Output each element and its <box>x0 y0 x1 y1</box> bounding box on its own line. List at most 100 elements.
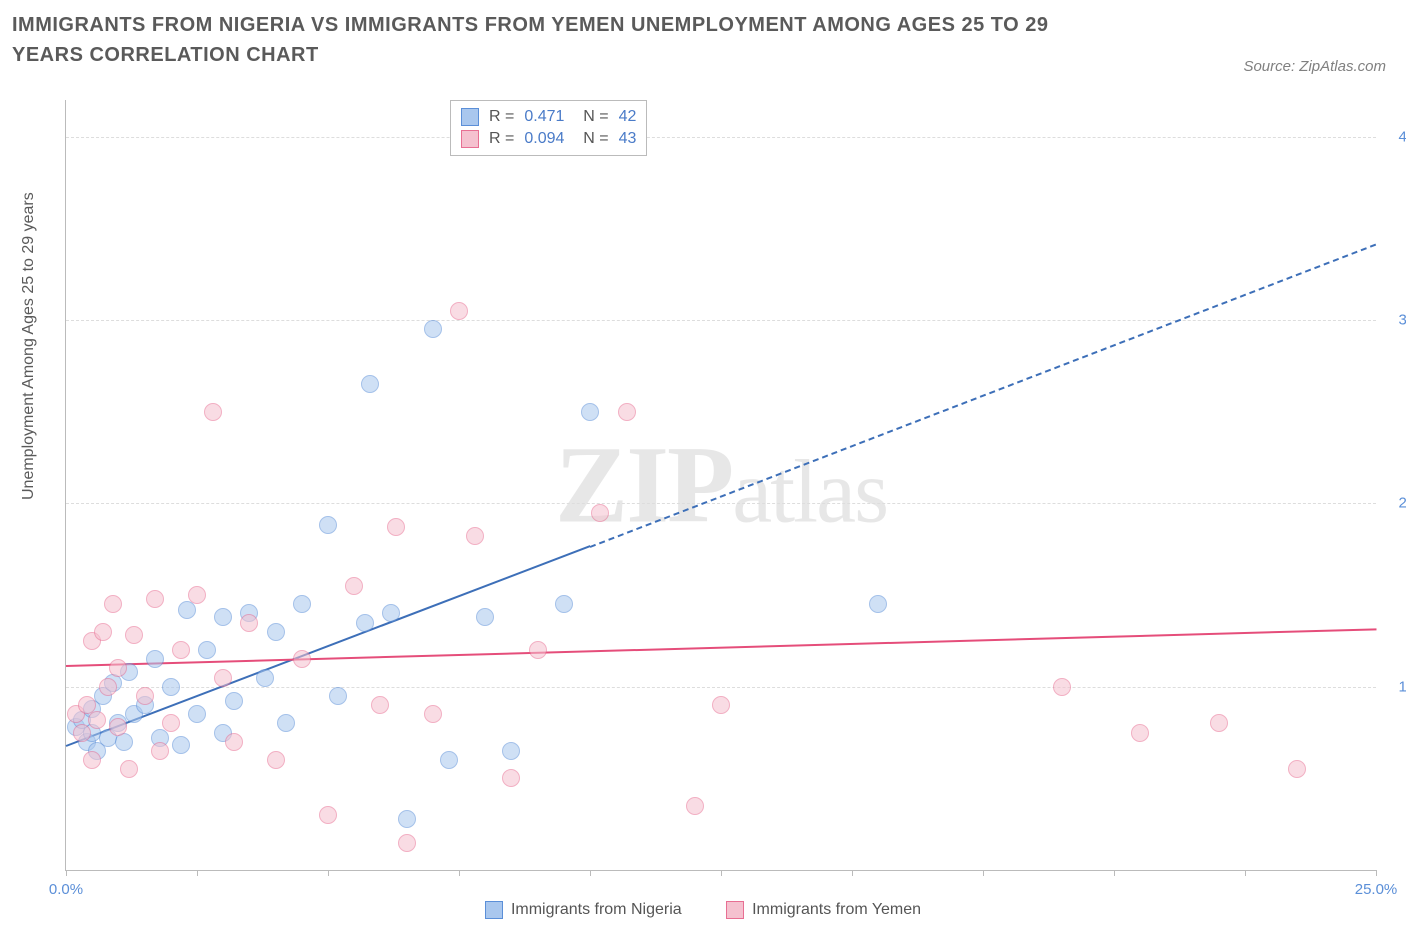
n-label: N = <box>574 108 608 126</box>
data-point <box>329 687 347 705</box>
gridline-horizontal <box>66 137 1376 138</box>
data-point <box>88 711 106 729</box>
swatch-nigeria <box>461 108 479 126</box>
legend-item-yemen: Immigrants from Yemen <box>726 901 921 919</box>
n-label: N = <box>574 130 608 148</box>
n-value-yemen: 43 <box>619 130 637 148</box>
data-point <box>618 403 636 421</box>
data-point <box>225 692 243 710</box>
data-point <box>345 577 363 595</box>
x-tick <box>983 870 984 876</box>
stats-row-yemen: R = 0.094 N = 43 <box>461 128 636 150</box>
data-point <box>382 604 400 622</box>
data-point <box>214 669 232 687</box>
y-tick-label: 40.0% <box>1386 128 1406 145</box>
gridline-horizontal <box>66 687 1376 688</box>
y-tick-label: 30.0% <box>1386 312 1406 329</box>
data-point <box>398 810 416 828</box>
data-point <box>398 834 416 852</box>
n-value-nigeria: 42 <box>619 108 637 126</box>
correlation-stats-box: R = 0.471 N = 42 R = 0.094 N = 43 <box>450 100 647 156</box>
x-tick <box>590 870 591 876</box>
scatter-plot-area: R = 0.471 N = 42 R = 0.094 N = 43 ZIPatl… <box>65 100 1376 871</box>
data-point <box>686 797 704 815</box>
data-point <box>204 403 222 421</box>
data-point <box>424 320 442 338</box>
data-point <box>267 751 285 769</box>
data-point <box>424 705 442 723</box>
data-point <box>94 623 112 641</box>
data-point <box>319 516 337 534</box>
data-point <box>476 608 494 626</box>
bottom-legend: Immigrants from Nigeria Immigrants from … <box>0 901 1406 924</box>
data-point <box>319 806 337 824</box>
y-tick-label: 20.0% <box>1386 495 1406 512</box>
data-point <box>146 650 164 668</box>
data-point <box>387 518 405 536</box>
trend-line <box>66 628 1376 667</box>
x-tick <box>66 870 67 876</box>
r-label: R = <box>489 130 514 148</box>
r-value-nigeria: 0.471 <box>524 108 564 126</box>
source-attribution: Source: ZipAtlas.com <box>1243 58 1386 75</box>
data-point <box>214 608 232 626</box>
y-tick-label: 10.0% <box>1386 678 1406 695</box>
data-point <box>440 751 458 769</box>
data-point <box>1210 714 1228 732</box>
r-label: R = <box>489 108 514 126</box>
x-tick <box>1245 870 1246 876</box>
data-point <box>869 595 887 613</box>
data-point <box>162 714 180 732</box>
data-point <box>225 733 243 751</box>
x-tick <box>852 870 853 876</box>
data-point <box>450 302 468 320</box>
data-point <box>109 659 127 677</box>
data-point <box>293 650 311 668</box>
data-point <box>356 614 374 632</box>
legend-label-nigeria: Immigrants from Nigeria <box>511 901 682 919</box>
data-point <box>1053 678 1071 696</box>
data-point <box>136 687 154 705</box>
data-point <box>188 586 206 604</box>
trend-line <box>66 546 591 748</box>
legend-swatch-yemen <box>726 901 744 919</box>
data-point <box>73 724 91 742</box>
data-point <box>125 626 143 644</box>
data-point <box>109 718 127 736</box>
data-point <box>712 696 730 714</box>
swatch-yemen <box>461 130 479 148</box>
data-point <box>151 742 169 760</box>
data-point <box>361 375 379 393</box>
data-point <box>198 641 216 659</box>
data-point <box>99 678 117 696</box>
data-point <box>555 595 573 613</box>
legend-label-yemen: Immigrants from Yemen <box>752 901 921 919</box>
data-point <box>1288 760 1306 778</box>
data-point <box>502 769 520 787</box>
data-point <box>293 595 311 613</box>
data-point <box>83 751 101 769</box>
trend-line <box>590 243 1377 547</box>
data-point <box>581 403 599 421</box>
data-point <box>188 705 206 723</box>
x-tick <box>197 870 198 876</box>
x-tick <box>721 870 722 876</box>
data-point <box>162 678 180 696</box>
data-point <box>256 669 274 687</box>
chart-title: IMMIGRANTS FROM NIGERIA VS IMMIGRANTS FR… <box>12 10 1112 70</box>
data-point <box>120 760 138 778</box>
x-tick <box>1376 870 1377 876</box>
data-point <box>240 614 258 632</box>
data-point <box>104 595 122 613</box>
legend-swatch-nigeria <box>485 901 503 919</box>
data-point <box>277 714 295 732</box>
x-tick <box>1114 870 1115 876</box>
data-point <box>591 504 609 522</box>
gridline-horizontal <box>66 503 1376 504</box>
r-value-yemen: 0.094 <box>524 130 564 148</box>
data-point <box>172 736 190 754</box>
data-point <box>172 641 190 659</box>
x-tick <box>328 870 329 876</box>
stats-row-nigeria: R = 0.471 N = 42 <box>461 106 636 128</box>
data-point <box>529 641 547 659</box>
